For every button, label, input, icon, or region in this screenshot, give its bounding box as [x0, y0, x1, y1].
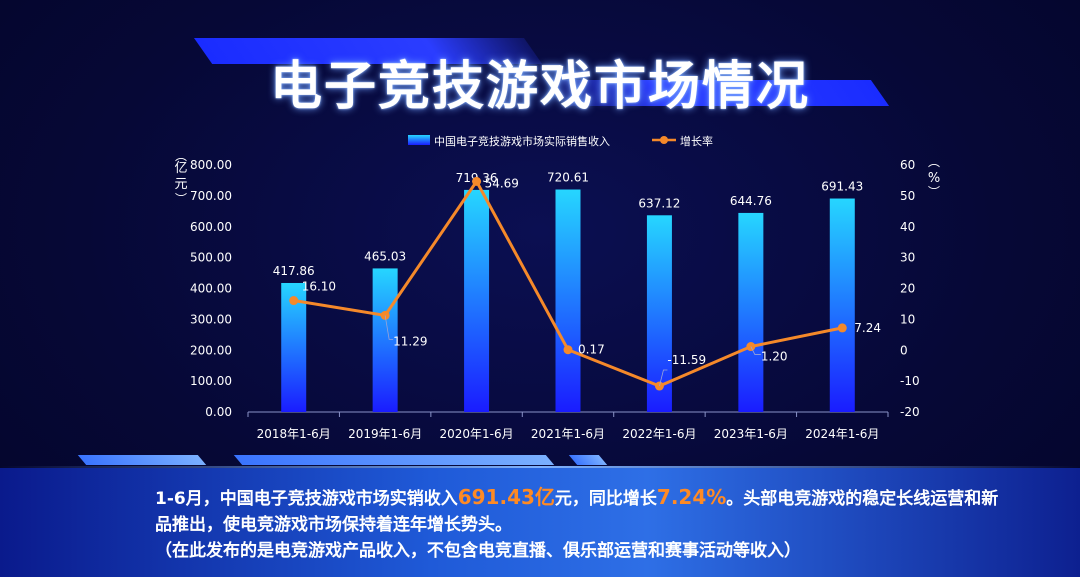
right-tick-label: 60 [900, 158, 915, 172]
growth-value-label: -11.59 [667, 353, 706, 367]
summary-panel [0, 468, 1080, 577]
bar-value-label: 637.12 [638, 196, 680, 210]
left-unit-open-paren: ︵ [175, 149, 187, 163]
left-tick-label: 200.00 [190, 343, 232, 357]
bar [372, 268, 398, 412]
bar-value-label: 465.03 [364, 249, 406, 263]
label-leader [750, 346, 761, 355]
right-axis-ticks: -20 -10 0 10 20 30 40 50 60 [900, 158, 920, 419]
right-axis-unit: % [928, 171, 940, 186]
bar-value-label: 720.61 [547, 171, 589, 185]
left-tick-label: 800.00 [190, 158, 232, 172]
growth-point [837, 323, 847, 333]
x-tick-label: 2021年1-6月 [531, 427, 605, 441]
right-tick-label: -20 [900, 405, 920, 419]
decor-stripe-1 [77, 455, 207, 465]
left-axis-unit: 亿元 [174, 161, 187, 192]
left-tick-label: 0.00 [205, 405, 232, 419]
summary-rate: 7.24% [656, 485, 727, 509]
left-tick-label: 300.00 [190, 312, 232, 326]
growth-value-label: 16.10 [302, 280, 336, 294]
bar [555, 189, 581, 412]
x-tick-label: 2022年1-6月 [622, 427, 696, 441]
label-leader [384, 315, 394, 340]
line-value-labels: 16.10 11.29 54.69 0.17 -11.59 1.20 7.24 [302, 176, 881, 387]
label-leader [659, 369, 668, 387]
left-tick-label: 700.00 [190, 189, 232, 203]
growth-value-label: 0.17 [578, 343, 605, 357]
x-tick-label: 2019年1-6月 [348, 427, 422, 441]
bar-value-labels: 417.86465.03719.36720.61637.12644.76691.… [273, 171, 864, 278]
summary-note: （在此发布的是电竞游戏产品收入，不包含电竞直播、俱乐部运营和赛事活动等收入） [155, 541, 801, 561]
x-tick-label: 2020年1-6月 [440, 427, 514, 441]
x-tick-label: 2018年1-6月 [257, 427, 331, 441]
right-unit-close-paren: ︶ [928, 185, 940, 199]
right-tick-label: 50 [900, 189, 915, 203]
x-tick-label: 2023年1-6月 [714, 427, 788, 441]
left-axis-ticks: 0.00 100.00 200.00 300.00 400.00 500.00 600.00… [190, 158, 232, 419]
summary-text: 1-6月，中国电子竞技游戏市场实销收入691.43亿元，同比增长7.24%。头部… [155, 484, 1005, 564]
growth-value-label: 54.69 [485, 176, 519, 190]
growth-value-label: 11.29 [393, 334, 427, 348]
summary-value: 691.43亿 [457, 485, 555, 509]
growth-point [563, 345, 573, 355]
left-axis-unit-text: 亿元 [174, 161, 187, 192]
decor-stripe-2 [233, 455, 555, 465]
summary-part1: 1-6月，中国电子竞技游戏市场实销收入 [155, 489, 458, 509]
bar [646, 215, 672, 412]
page-title: 电子竞技游戏市场情况 [269, 57, 810, 117]
x-tick-label: 2024年1-6月 [805, 427, 879, 441]
bar-series [281, 189, 855, 412]
bar [464, 189, 490, 412]
left-tick-label: 100.00 [190, 374, 232, 388]
growth-value-label: 1.20 [761, 350, 788, 364]
growth-point [289, 296, 299, 306]
bar [829, 198, 855, 412]
right-tick-label: 40 [900, 220, 915, 234]
chart: 中国电子竞技游戏市场实际销售收入 增长率 ︵ 亿元 ︶ ︵ % ︶ 0.00 10… [174, 134, 940, 441]
legend-bar-label: 中国电子竞技游戏市场实际销售收入 [434, 134, 610, 148]
bar [738, 212, 764, 412]
left-tick-label: 500.00 [190, 251, 232, 265]
summary-part2: 元，同比增长 [554, 489, 657, 509]
right-tick-label: 10 [900, 312, 915, 326]
right-unit-open-paren: ︵ [928, 155, 940, 169]
growth-point [472, 176, 482, 186]
x-axis-ticks: 2018年1-6月 2019年1-6月 2020年1-6月 2021年1-6月 2022… [247, 412, 889, 441]
legend-line-marker [660, 136, 668, 144]
left-tick-label: 600.00 [190, 220, 232, 234]
legend-line-label: 增长率 [680, 134, 713, 148]
left-tick-label: 400.00 [190, 282, 232, 296]
right-tick-label: -10 [900, 374, 920, 388]
right-tick-label: 30 [900, 251, 915, 265]
bar-value-label: 644.76 [730, 194, 772, 208]
bar-value-label: 691.43 [821, 180, 863, 194]
legend-bar-swatch [408, 135, 430, 145]
right-tick-label: 0 [900, 343, 908, 357]
growth-value-label: 7.24 [854, 321, 881, 335]
left-unit-close-paren: ︶ [175, 192, 187, 206]
summary-part3: 。头部电竞游戏的稳定长线运营和新品推出，使电竞游戏市场保持着连年增长势头。 [155, 489, 999, 535]
bar-value-label: 417.86 [273, 264, 315, 278]
right-tick-label: 20 [900, 282, 915, 296]
